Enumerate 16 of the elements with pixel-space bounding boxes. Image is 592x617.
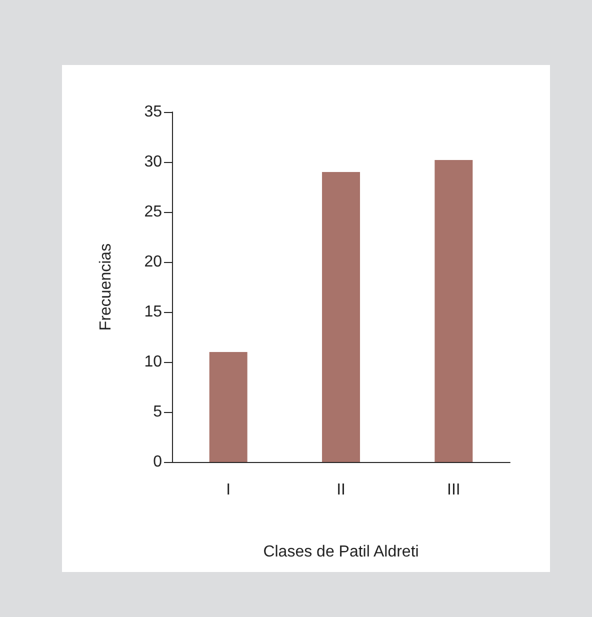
y-tick-label: 5 xyxy=(153,404,162,420)
x-tick-label: II xyxy=(336,482,346,498)
bar xyxy=(322,172,360,462)
x-tick-label: I xyxy=(226,482,231,498)
y-tick-label: 10 xyxy=(144,354,162,370)
y-tick-label: 20 xyxy=(144,254,162,270)
bar xyxy=(434,160,473,462)
y-axis-title: Frecuencias xyxy=(98,243,114,331)
x-axis-title: Clases de Patil Aldreti xyxy=(263,544,419,560)
y-tick-label: 0 xyxy=(153,454,162,470)
y-tick-label: 30 xyxy=(144,154,162,170)
y-tick-label: 35 xyxy=(144,104,162,120)
y-tick-label: 15 xyxy=(144,304,162,320)
y-tick-label: 25 xyxy=(144,204,162,220)
x-tick-label: III xyxy=(446,482,460,498)
bar xyxy=(209,352,248,462)
